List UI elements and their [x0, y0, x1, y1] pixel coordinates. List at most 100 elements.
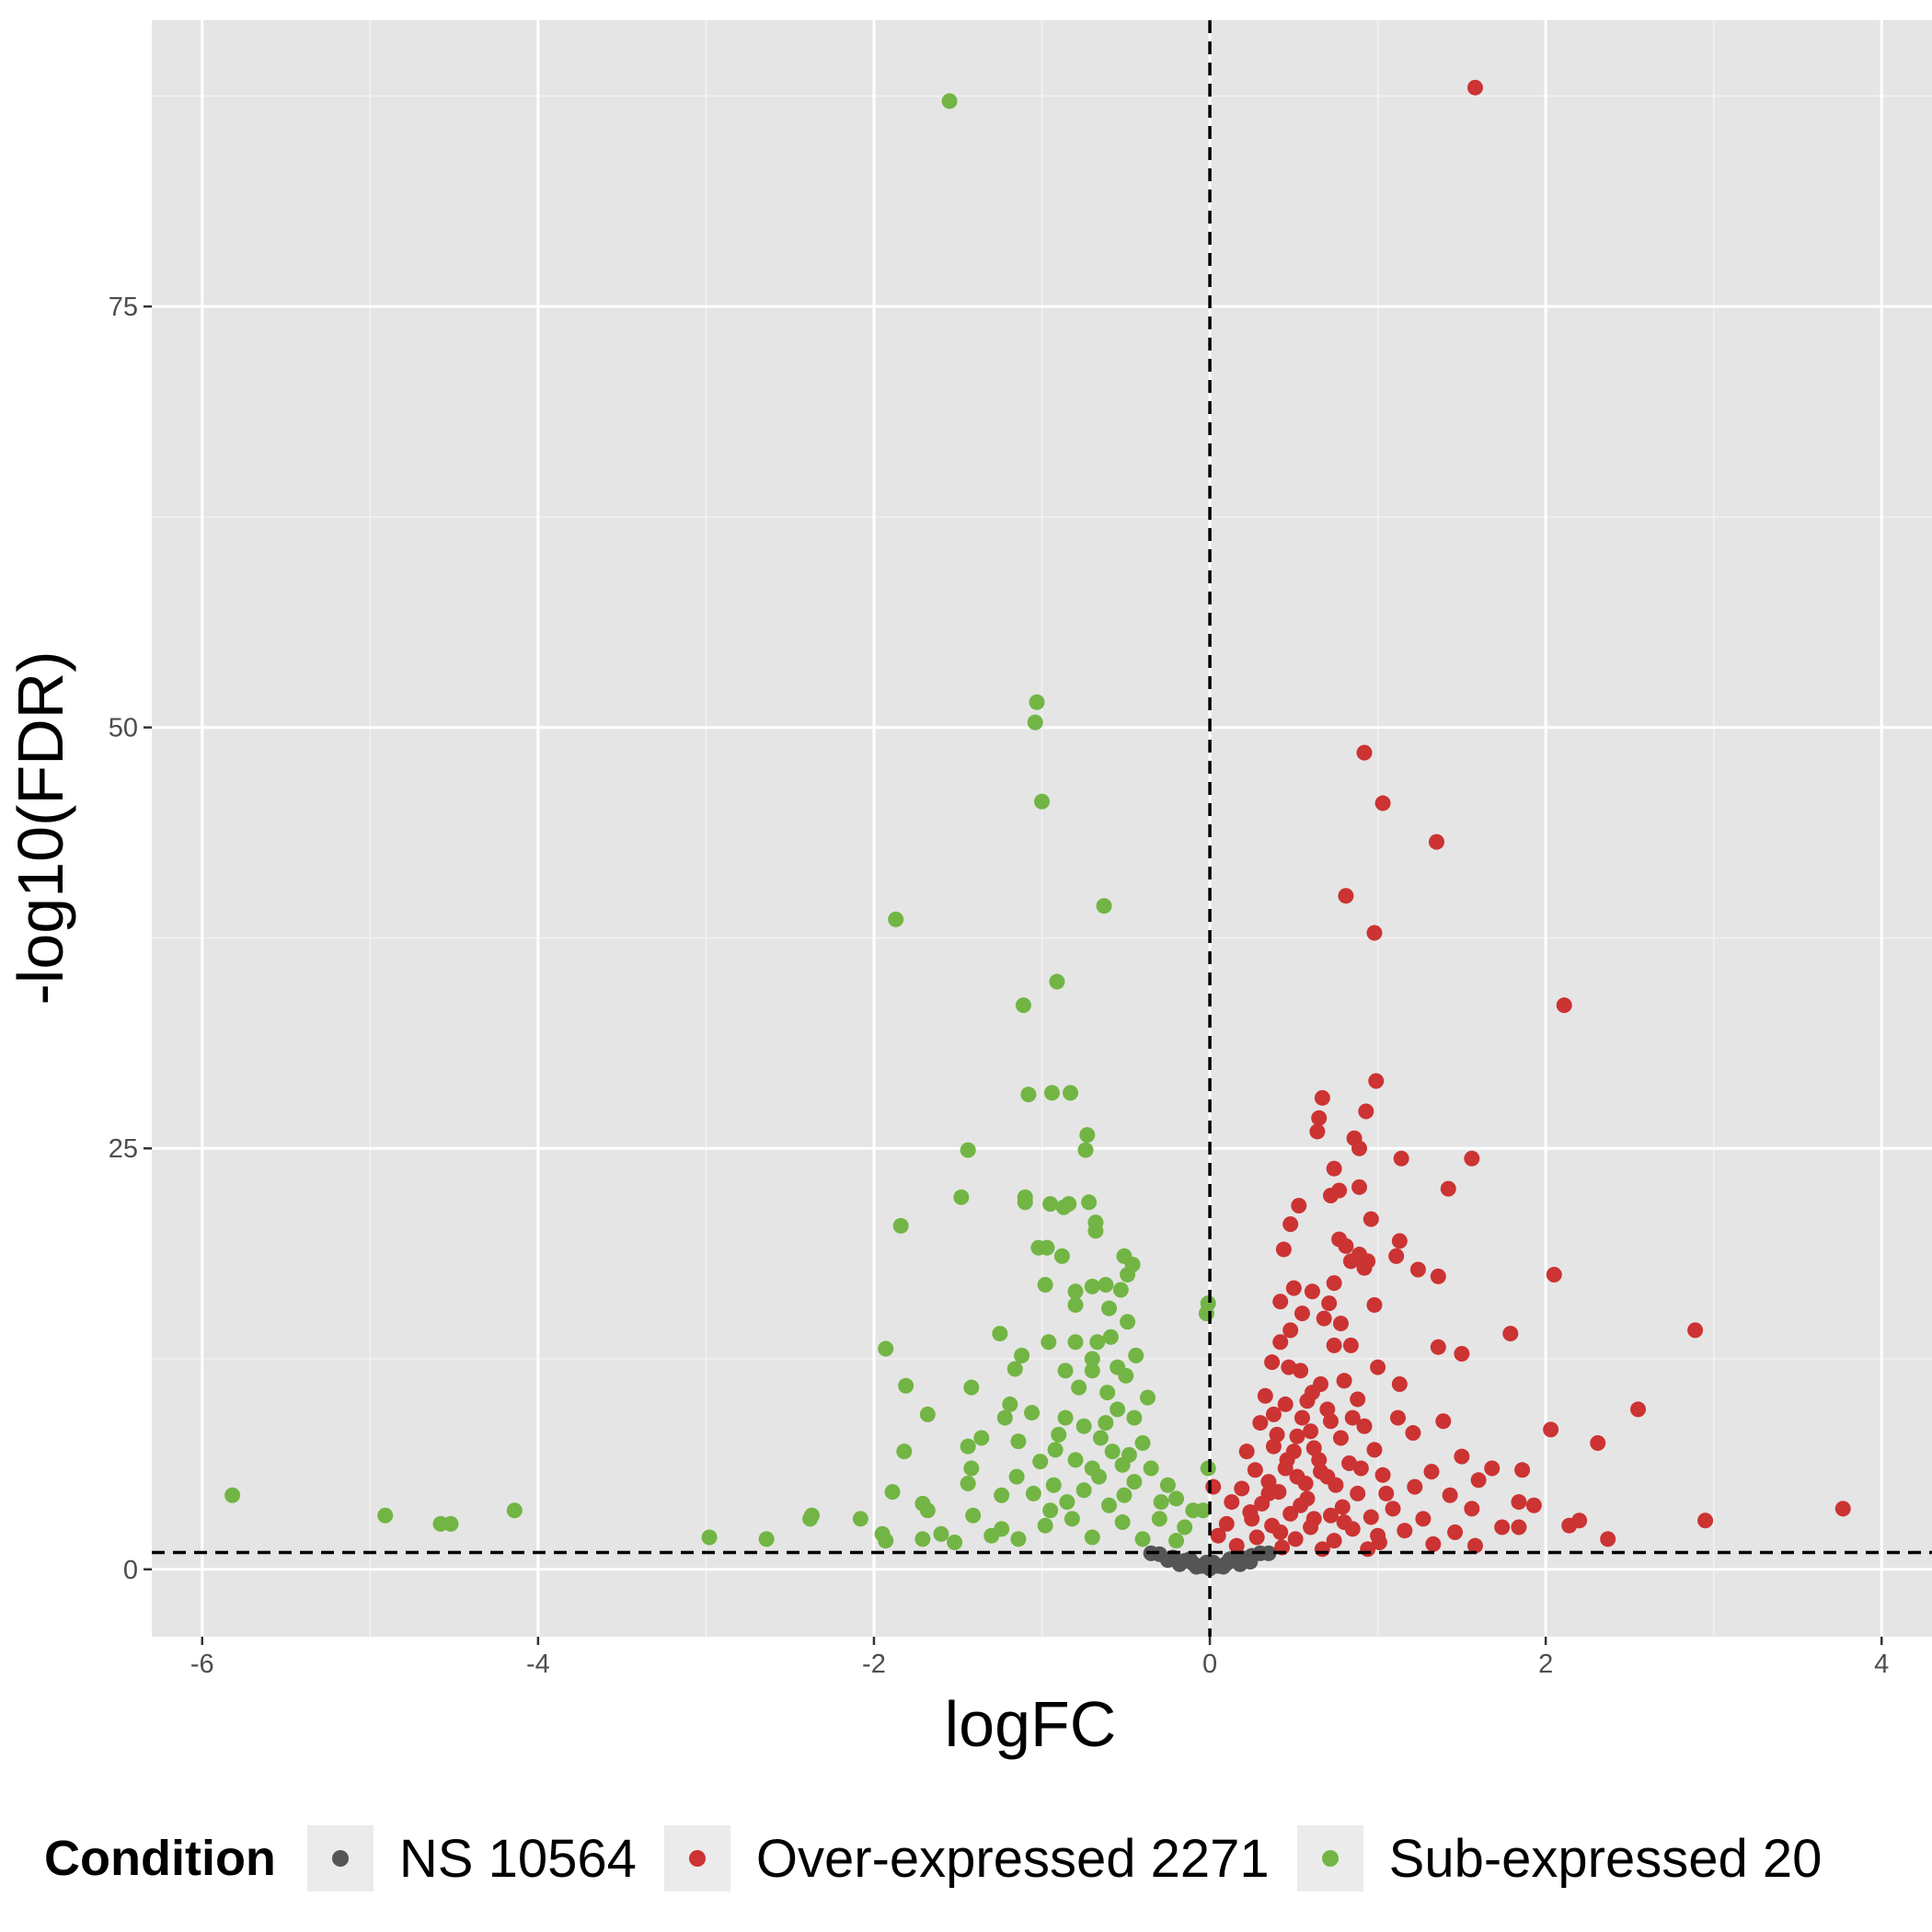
y-axis: 0 25 50 75: [109, 293, 152, 1585]
point-over-expressed: [1224, 1494, 1240, 1511]
point-over-expressed: [1326, 1337, 1342, 1353]
point-over-expressed: [1234, 1480, 1250, 1497]
point-over-expressed: [1543, 1421, 1559, 1438]
point-over-expressed: [1319, 1468, 1336, 1485]
legend-dot-over-expressed: [688, 1850, 706, 1867]
point-over-expressed: [1289, 1468, 1305, 1485]
legend: Condition NS 10564 Over-expressed 2271 S…: [44, 1822, 1849, 1895]
point-sub-expressed: [1042, 1502, 1059, 1519]
point-sub-expressed: [933, 1525, 949, 1542]
point-over-expressed: [1397, 1523, 1413, 1539]
point-over-expressed: [1321, 1295, 1338, 1312]
x-axis-title: logFC: [945, 1688, 1117, 1760]
point-over-expressed: [1356, 1259, 1373, 1276]
point-sub-expressed: [1067, 1452, 1084, 1468]
point-over-expressed: [1447, 1524, 1464, 1541]
point-sub-expressed: [1037, 1276, 1053, 1293]
point-over-expressed: [1494, 1519, 1511, 1535]
point-over-expressed: [1248, 1529, 1265, 1546]
point-sub-expressed: [1075, 1482, 1092, 1499]
point-sub-expressed: [1089, 1334, 1106, 1351]
legend-label-sub-expressed: Sub-expressed 20: [1388, 1828, 1823, 1889]
point-sub-expressed: [1084, 1278, 1100, 1294]
point-sub-expressed: [701, 1529, 718, 1546]
point-sub-expressed: [1025, 1485, 1041, 1501]
point-over-expressed: [1511, 1494, 1527, 1511]
point-sub-expressed: [1064, 1511, 1080, 1527]
point-sub-expressed: [1099, 1385, 1116, 1401]
point-sub-expressed: [1006, 1361, 1023, 1377]
point-over-expressed: [1370, 1359, 1386, 1375]
point-sub-expressed: [1134, 1531, 1151, 1547]
point-over-expressed: [1334, 1499, 1351, 1515]
point-over-expressed: [1311, 1452, 1328, 1468]
point-over-expressed: [1378, 1485, 1395, 1501]
legend-label-ns: NS 10564: [398, 1828, 637, 1889]
point-sub-expressed: [1101, 1300, 1118, 1317]
point-sub-expressed: [1159, 1477, 1176, 1493]
point-sub-expressed: [1063, 1085, 1079, 1101]
point-sub-expressed: [1010, 1531, 1027, 1547]
x-tick-label: -6: [190, 1650, 214, 1679]
point-over-expressed: [1374, 1466, 1391, 1483]
point-sub-expressed: [1087, 1223, 1104, 1239]
point-sub-expressed: [1067, 1283, 1084, 1300]
point-sub-expressed: [1081, 1194, 1098, 1211]
point-over-expressed: [1390, 1409, 1406, 1426]
point-over-expressed: [1356, 744, 1373, 761]
point-sub-expressed: [1151, 1511, 1167, 1527]
point-over-expressed: [1272, 1294, 1289, 1310]
point-sub-expressed: [1071, 1379, 1087, 1396]
point-sub-expressed: [1200, 1460, 1216, 1477]
point-over-expressed: [1363, 1211, 1379, 1227]
point-over-expressed: [1470, 1472, 1487, 1489]
point-over-expressed: [1464, 1501, 1480, 1517]
point-over-expressed: [1590, 1435, 1606, 1452]
point-over-expressed: [1326, 1160, 1342, 1177]
point-over-expressed: [1425, 1535, 1442, 1552]
point-sub-expressed: [1020, 1087, 1037, 1103]
point-over-expressed: [1350, 1485, 1366, 1501]
point-over-expressed: [1388, 1248, 1405, 1264]
point-sub-expressed: [1010, 1433, 1027, 1450]
point-over-expressed: [1454, 1346, 1470, 1363]
legend-key-sub-expressed: [1296, 1825, 1363, 1892]
y-tick-label: 50: [109, 714, 138, 743]
point-sub-expressed: [1014, 1347, 1030, 1363]
point-over-expressed: [1272, 1524, 1289, 1541]
point-over-expressed: [1363, 1509, 1379, 1525]
point-over-expressed: [1561, 1517, 1578, 1534]
point-over-expressed: [1687, 1322, 1704, 1339]
point-sub-expressed: [224, 1487, 241, 1503]
point-over-expressed: [1366, 925, 1383, 941]
point-over-expressed: [1252, 1415, 1269, 1432]
point-over-expressed: [1442, 1487, 1458, 1503]
legend-dot-sub-expressed: [1321, 1850, 1339, 1867]
point-sub-expressed: [1084, 1363, 1100, 1379]
point-over-expressed: [1440, 1180, 1456, 1197]
point-over-expressed: [1466, 79, 1483, 96]
point-over-expressed: [1370, 1527, 1386, 1544]
legend-title: Condition: [44, 1831, 276, 1886]
point-over-expressed: [1282, 1505, 1299, 1522]
point-over-expressed: [1311, 1110, 1328, 1126]
point-over-expressed: [1322, 1507, 1339, 1524]
point-over-expressed: [1293, 1363, 1309, 1379]
x-tick-label: 4: [1874, 1650, 1889, 1679]
point-over-expressed: [1205, 1478, 1222, 1495]
point-over-expressed: [1319, 1401, 1336, 1418]
point-sub-expressed: [1027, 714, 1043, 730]
point-sub-expressed: [1143, 1460, 1159, 1477]
point-sub-expressed: [1126, 1409, 1143, 1426]
point-sub-expressed: [1075, 1418, 1092, 1434]
point-over-expressed: [1341, 1455, 1358, 1471]
point-over-expressed: [1322, 1413, 1339, 1430]
point-over-expressed: [1366, 1442, 1383, 1458]
point-sub-expressed: [1059, 1494, 1075, 1511]
point-over-expressed: [1393, 1150, 1409, 1167]
point-over-expressed: [1332, 1316, 1349, 1332]
point-over-expressed: [1289, 1428, 1305, 1444]
point-over-expressed: [1342, 1337, 1359, 1353]
y-axis-title: -log10(FDR): [5, 650, 76, 1005]
point-over-expressed: [1313, 1375, 1329, 1392]
